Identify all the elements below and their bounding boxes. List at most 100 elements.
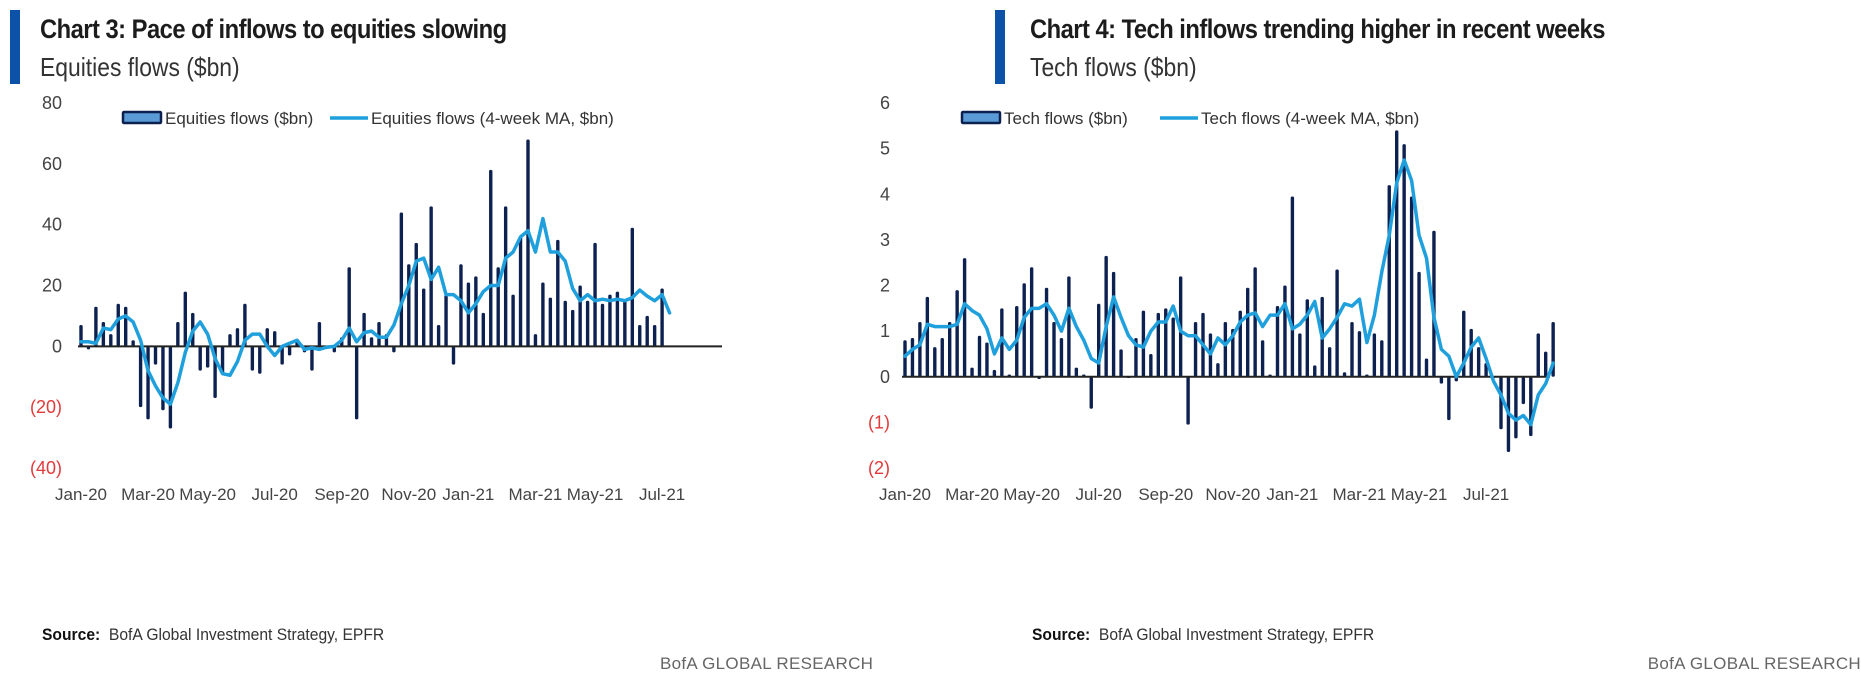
bar [436, 325, 441, 347]
bar [474, 276, 478, 347]
bar [354, 346, 359, 420]
source-label: Source: [1032, 625, 1091, 644]
y-tick-label: 4 [880, 184, 890, 204]
bar [124, 306, 128, 347]
footer-brand: BofA GLOBAL RESEARCH [1647, 654, 1861, 673]
bar [1313, 365, 1317, 377]
tech-flows-chart: 6 5 4 3 2 1 0 (1) (2) Jan-20 Mar-20 May-20 Jul-20 Sep… [868, 93, 1555, 504]
bar [228, 334, 232, 347]
bar [1521, 376, 1526, 405]
x-tick-label: Mar-20 [121, 485, 175, 504]
bar [1097, 303, 1101, 377]
bar [1156, 312, 1160, 377]
bar [243, 303, 247, 347]
y-tick-label: (2) [868, 458, 890, 478]
bar [287, 346, 292, 356]
chart-subtitle: Equities flows ($bn) [40, 52, 240, 82]
bar [1000, 308, 1004, 377]
bar [1216, 363, 1220, 377]
bar [347, 267, 351, 347]
chart-title: Chart 3: Pace of inflows to equities slo… [40, 14, 507, 44]
x-tick-label: Nov-20 [1205, 485, 1260, 504]
bar [918, 322, 922, 377]
y-tick-label: 0 [52, 336, 62, 356]
y-tick-label: 20 [42, 276, 62, 296]
bar [131, 340, 135, 347]
bar [146, 346, 150, 420]
legend: Tech flows ($bn) Tech flows (4-week MA, $… [960, 109, 1419, 128]
x-tick-label: Jul-21 [639, 485, 685, 504]
bar [1409, 196, 1414, 377]
bar [369, 337, 374, 347]
ma-line [903, 158, 1555, 427]
y-tick-label: 6 [880, 93, 890, 113]
bar [962, 258, 967, 377]
bar [548, 297, 553, 347]
bar [116, 303, 120, 347]
bar [1290, 196, 1295, 377]
bar [526, 139, 530, 347]
x-tick-label: Jan-20 [879, 485, 931, 504]
bar [310, 346, 314, 371]
bar [1536, 333, 1540, 377]
bar [205, 346, 210, 368]
y-tick-label: 2 [880, 276, 890, 296]
bar [198, 346, 202, 371]
y-tick-label: 80 [42, 93, 62, 113]
bar [925, 296, 930, 377]
bar [250, 346, 255, 371]
source-text: BofA Global Investment Strategy, EPFR [108, 625, 385, 644]
bar [1022, 283, 1026, 377]
bar [910, 337, 915, 377]
legend: Equities flows ($bn) Equities flows (4-we… [121, 109, 614, 128]
bar [541, 282, 545, 347]
bar [1074, 367, 1079, 377]
bar [600, 303, 605, 347]
bar [1402, 144, 1406, 377]
bar [1380, 340, 1384, 377]
bar [660, 288, 664, 347]
bar [1529, 376, 1533, 437]
bar [1424, 358, 1429, 377]
bar [1231, 328, 1235, 377]
source-label: Source: [42, 625, 101, 644]
bar [1544, 351, 1548, 377]
bar [1149, 353, 1153, 377]
legend-bar-label: Equities flows ($bn) [165, 109, 313, 128]
legend-bar-swatch [960, 110, 1002, 125]
bar [1171, 317, 1175, 377]
bar [593, 242, 597, 347]
x-tick-label: Jan-21 [442, 485, 494, 504]
bar [1275, 306, 1280, 377]
chart-3-panel: Chart 3: Pace of inflows to equities slo… [0, 0, 880, 683]
bar [481, 312, 485, 347]
bar [109, 334, 113, 347]
x-tick-label: Jul-21 [1463, 485, 1509, 504]
bar [444, 294, 448, 347]
bar [451, 346, 456, 365]
y-tick-label: 40 [42, 215, 62, 235]
bar [362, 312, 366, 347]
x-tick-label: Mar-21 [509, 485, 563, 504]
y-tick-label: (20) [30, 397, 62, 417]
source-text: BofA Global Investment Strategy, EPFR [1098, 625, 1375, 644]
chart-subtitle: Tech flows ($bn) [1030, 52, 1197, 82]
bar [503, 206, 508, 347]
bar [985, 342, 989, 377]
bar [903, 340, 907, 377]
bar [1193, 322, 1198, 377]
bar [511, 294, 515, 347]
bar [1439, 376, 1444, 384]
bar [94, 306, 98, 347]
bar [585, 300, 590, 347]
bar [533, 334, 538, 347]
bar [1350, 322, 1354, 377]
bar [1387, 185, 1391, 377]
y-tick-label: 5 [880, 139, 890, 159]
y-tick-label: 3 [880, 230, 890, 250]
bar [1260, 340, 1265, 377]
bar-series [79, 139, 664, 429]
bar [1246, 287, 1250, 377]
bar [556, 239, 560, 347]
chart-source: Source: BofA Global Investment Strategy,… [1032, 625, 1374, 645]
